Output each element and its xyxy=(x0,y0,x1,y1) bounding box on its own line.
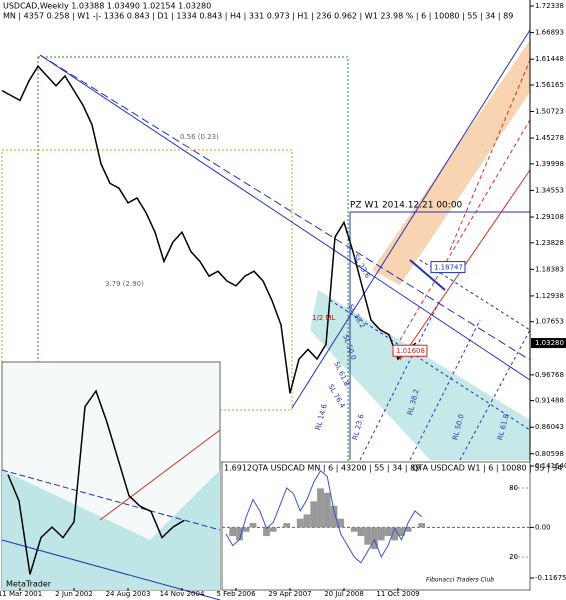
inset-band xyxy=(2,470,220,590)
price-marker xyxy=(430,261,466,274)
y-tick-label: 0.141640 xyxy=(535,462,566,470)
y-tick-label: 1.07653 xyxy=(535,318,564,326)
y-tick-label: 1.23828 xyxy=(535,239,564,247)
price-line xyxy=(1,64,417,394)
histogram-bar xyxy=(330,505,338,528)
x-tick-label: 5 Feb 2006 xyxy=(216,590,256,598)
box xyxy=(1,149,293,411)
annotation: 0.56 (0.23) xyxy=(180,133,219,141)
x-tick-label: 2 Jun 2002 xyxy=(55,590,93,598)
histogram-bar xyxy=(229,527,237,537)
y-tick-label: 1.34553 xyxy=(535,186,564,194)
inset-line xyxy=(1,539,221,600)
x-tick-label: 11 Oct 2009 xyxy=(376,590,419,598)
indicator-footer: Fibonacci Traders Club xyxy=(426,577,494,584)
fib-line xyxy=(449,59,531,251)
annotation: 1/2 ML xyxy=(312,314,336,322)
indicator-panel: -0.11675 0.00 0.141640 20 80 QTA USDCAD MN | … xyxy=(221,461,566,591)
y-tick-label: 1.56165 xyxy=(535,81,564,89)
histogram-bar xyxy=(242,527,250,532)
inset-price-line xyxy=(7,389,185,575)
y-tick-label: -0.11675 xyxy=(535,574,566,582)
y-tick-label: 1.61448 xyxy=(535,55,564,63)
indicator-subtitle: QTA USDCAD W1 | 6 | 10080 | 55 | 34 | 89 xyxy=(412,464,566,473)
y-tick-label: 1.45278 xyxy=(535,134,564,142)
histogram-bar xyxy=(283,523,291,528)
histogram-bar xyxy=(317,488,324,528)
indicator-frame xyxy=(221,461,531,591)
y2-tick-label: 80 xyxy=(509,484,518,492)
y-tick-label: 0.00 xyxy=(535,523,551,531)
histogram-bar xyxy=(364,527,372,545)
fib-line xyxy=(459,329,531,461)
channel-band xyxy=(372,40,530,285)
annotation: 3.79 (2.90) xyxy=(105,280,144,288)
histogram-bar xyxy=(404,527,412,532)
histogram-bar xyxy=(371,527,378,550)
inset-line xyxy=(1,469,221,531)
histogram-bar xyxy=(263,527,270,537)
histogram-bar xyxy=(398,527,405,537)
x-tick-label: 14 Nov 2004 xyxy=(160,590,205,598)
y-tick-label: 1.50723 xyxy=(535,108,564,116)
indicator-title: QTA USDCAD MN | 6 | 43200 | 55 | 34 | 89 xyxy=(252,464,420,473)
oscillator-line xyxy=(225,469,423,564)
histogram-bar xyxy=(391,527,399,541)
y2-tick-label: 20 xyxy=(509,553,518,561)
histogram-bar xyxy=(323,492,331,528)
fib-line xyxy=(329,299,531,431)
price-marker-label: 1.18747 xyxy=(434,264,463,272)
y-tick-label: 0.80598 xyxy=(535,450,564,458)
inset-line xyxy=(99,429,221,521)
pitchfork xyxy=(39,54,531,381)
x-tick-label: 29 Apr 2007 xyxy=(268,590,311,598)
price-marker xyxy=(392,344,428,357)
histogram-bar xyxy=(384,527,392,537)
histogram-bar xyxy=(269,527,277,532)
pitchfork xyxy=(291,29,531,409)
y-tick-label: 0.91488 xyxy=(535,397,564,405)
fib-line xyxy=(419,259,531,331)
histogram-bar xyxy=(296,518,304,528)
price-marker-label: 1.01608 xyxy=(396,347,425,355)
y-tick-label: 1.39998 xyxy=(535,160,564,168)
histogram-bar xyxy=(377,527,385,541)
y-tick-label: 0.86043 xyxy=(535,423,564,431)
y-tick-label: 1.12938 xyxy=(535,292,564,300)
histogram-bar xyxy=(350,527,358,532)
x-tick-label: 11 Mar 2001 xyxy=(0,590,42,598)
chart-title: USDCAD,Weekly 1.03388 1.03490 1.02154 1.… xyxy=(3,2,211,11)
pitchfork xyxy=(39,54,531,361)
histogram-bar xyxy=(236,527,243,541)
fib-line xyxy=(409,319,481,461)
fib-line xyxy=(399,119,531,341)
y-tick-label: 1.66893 xyxy=(535,29,564,37)
cyan-band xyxy=(310,290,530,460)
last-price-box xyxy=(531,338,566,349)
y-tick-label: 1.72338 xyxy=(535,2,564,10)
decorations xyxy=(1,0,531,590)
arrow xyxy=(409,259,446,291)
pz-label: PZ W1 2014.12.21 00:00 xyxy=(350,201,463,211)
histogram-bar xyxy=(337,518,345,528)
inset: MetaTrader xyxy=(1,361,221,600)
histogram-bar xyxy=(310,501,318,528)
histogram-bar xyxy=(303,514,311,528)
x-tick-label: 24 Aug 2003 xyxy=(106,590,151,598)
chart-subtitle: MN | 4357 0.258 | W1 -|- 1336 0.843 | D1… xyxy=(3,12,513,21)
histogram-bar xyxy=(418,523,426,528)
y-tick-label: 1.18383 xyxy=(535,265,564,273)
inset-label: MetaTrader xyxy=(6,580,52,589)
last-price-label: 1.03280 xyxy=(535,339,564,347)
histogram-bar xyxy=(249,523,257,528)
x-tick-label: 20 Jul 2008 xyxy=(324,590,364,598)
histogram-bar xyxy=(357,527,365,537)
y-tick-label: 0.96768 xyxy=(535,371,564,379)
y-tick-label: 1.29108 xyxy=(535,213,564,221)
indicator-left-label: 1.6912 xyxy=(224,464,252,473)
